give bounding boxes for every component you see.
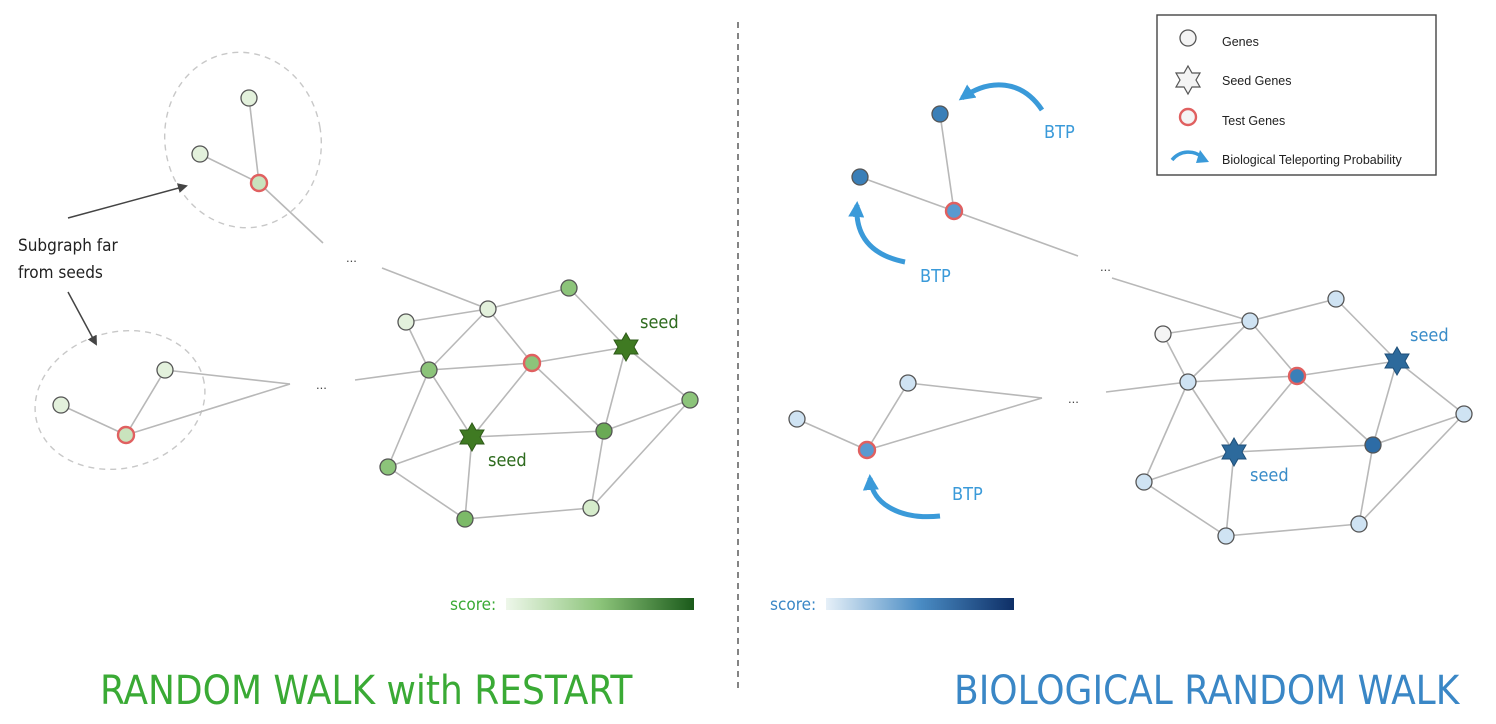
subgraph-ellipse-top: [163, 51, 323, 229]
score-label: score:: [450, 595, 496, 615]
right-panel: ... ... seed seed BTP BTP BTP score: BIO…: [770, 82, 1473, 714]
gene-node: [1217, 527, 1235, 545]
score-label: score:: [770, 595, 816, 615]
right-nodes: [788, 105, 1473, 545]
gene-node: [582, 499, 600, 517]
gene-node: [595, 422, 613, 440]
subgraph-ellipse-bottom: [34, 329, 206, 471]
left-edges: [60, 97, 691, 520]
btp-label: BTP: [920, 266, 951, 287]
gene-node: [899, 374, 917, 392]
test-gene-node: [857, 440, 877, 460]
panel-title: BIOLOGICAL RANDOM WALK: [954, 668, 1461, 714]
test-ring-icon: [1178, 107, 1198, 127]
gene-node: [191, 145, 209, 163]
gene-node: [1350, 515, 1368, 533]
btp-label: BTP: [952, 484, 983, 505]
score-gradient-bar: [826, 598, 1014, 610]
test-gene-node: [522, 353, 542, 373]
seed-label: seed: [488, 450, 527, 471]
gene-node: [1135, 473, 1153, 491]
gene-node: [479, 300, 497, 318]
curved-arrow-icon-head: [1196, 150, 1209, 163]
legend-label-btp: Biological Teleporting Probability: [1222, 153, 1402, 167]
annotation-text: Subgraph far: [18, 236, 119, 256]
gene-node: [851, 168, 869, 186]
seed-star-node: [1384, 345, 1410, 377]
btp-arrow: [958, 82, 1045, 112]
seed-star-node: [613, 331, 639, 363]
annotation-text: from seeds: [18, 263, 103, 283]
right-edges: [796, 113, 1465, 537]
ellipsis-marker: ...: [346, 250, 357, 265]
test-gene-node: [249, 173, 269, 193]
gene-node: [397, 313, 415, 331]
legend-frame: [1156, 14, 1437, 176]
annotation-arrow: [67, 183, 188, 219]
gene-node: [420, 361, 438, 379]
panel-title: RANDOM WALK with RESTART: [100, 668, 633, 714]
gene-node: [1455, 405, 1473, 423]
seed-star-node: [1221, 436, 1247, 468]
legend-label-test-genes: Test Genes: [1222, 114, 1285, 128]
test-gene-node: [116, 425, 136, 445]
gene-node: [931, 105, 949, 123]
gene-node: [1364, 436, 1382, 454]
seed-label: seed: [640, 312, 679, 333]
gene-node: [1179, 373, 1197, 391]
gene-node: [681, 391, 699, 409]
legend-label-genes: Genes: [1222, 35, 1259, 49]
seed-label: seed: [1250, 465, 1289, 486]
gene-node: [240, 89, 258, 107]
gene-node: [52, 396, 70, 414]
test-gene-node: [944, 201, 964, 221]
ellipsis-marker: ...: [1100, 259, 1111, 274]
seed-star-node: [459, 421, 485, 453]
gene-node: [156, 361, 174, 379]
test-gene-node: [1287, 366, 1307, 386]
score-gradient-bar: [506, 598, 694, 610]
legend-box: Genes Seed Genes Test Genes Biological T…: [1156, 14, 1437, 176]
ellipsis-marker: ...: [316, 377, 327, 392]
annotation-arrow: [67, 291, 97, 346]
gene-node: [1154, 325, 1172, 343]
gene-node: [456, 510, 474, 528]
legend-label-seed-genes: Seed Genes: [1222, 74, 1292, 88]
btp-arrow: [848, 201, 906, 265]
gene-node: [379, 458, 397, 476]
btp-arrow: [862, 474, 941, 520]
left-panel: ... ... seed seed Subgraph far from seed…: [18, 51, 699, 714]
ellipsis-marker: ...: [1068, 391, 1079, 406]
left-nodes: [52, 89, 699, 528]
seed-label: seed: [1410, 325, 1449, 346]
btp-label: BTP: [1044, 122, 1075, 143]
gene-node: [560, 279, 578, 297]
gene-node: [1241, 312, 1259, 330]
seed-star-icon: [1174, 64, 1202, 96]
gene-circle-icon: [1179, 29, 1197, 47]
gene-node: [788, 410, 806, 428]
gene-node: [1327, 290, 1345, 308]
